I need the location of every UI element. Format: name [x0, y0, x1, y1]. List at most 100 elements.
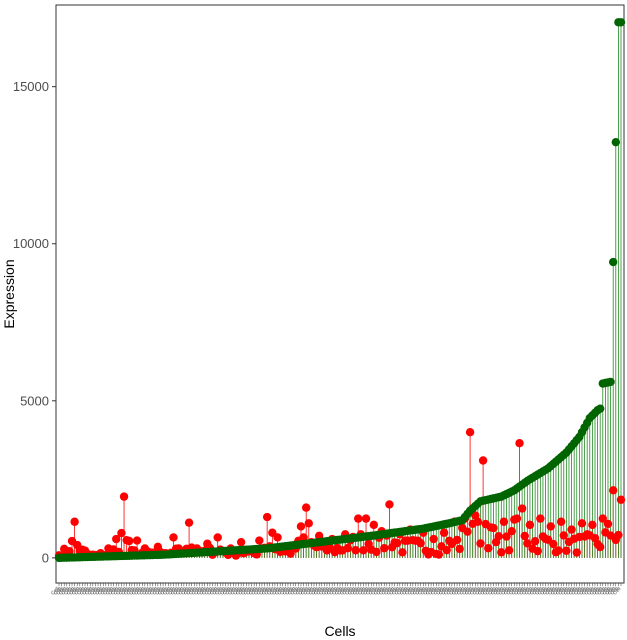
x-tick-label-66: Cell	[222, 586, 232, 596]
x-tick-label-64: Cell	[217, 586, 227, 596]
x-tick-label-135: Cell	[401, 586, 411, 596]
x-tick-label-187: Cell	[537, 586, 547, 596]
x-tick-label-14: Cell	[86, 586, 96, 596]
x-tick-label-69: Cell	[230, 586, 240, 596]
point-series-1-cell-93	[296, 522, 306, 531]
x-tick-label-91: Cell	[287, 586, 297, 596]
point-series-1-cell-173	[504, 546, 514, 555]
x-tick-label-194: Cell	[555, 586, 565, 596]
x-tick-label-57: Cell	[198, 586, 208, 596]
x-tick-label-92: Cell	[289, 586, 299, 596]
x-tick-label-113: Cell	[344, 586, 354, 596]
x-tick-label-93: Cell	[292, 586, 302, 596]
x-tick-label-185: Cell	[531, 586, 541, 596]
x-tick-label-216: Cell	[612, 586, 622, 596]
x-tick-label-131: Cell	[391, 586, 401, 596]
x-tick-label-36: Cell	[144, 586, 154, 596]
x-tick-label-169: Cell	[490, 586, 500, 596]
x-tick-label-41: Cell	[157, 586, 167, 596]
x-tick-label-213: Cell	[604, 586, 614, 596]
point-series-1-cell-171	[499, 517, 509, 526]
y-tick-label-10000: 10000	[13, 236, 49, 251]
x-tick-label-25: Cell	[115, 586, 125, 596]
point-series-1-cell-77	[255, 536, 264, 545]
x-tick-label-67: Cell	[224, 586, 234, 596]
x-tick-label-215: Cell	[609, 586, 619, 596]
point-series-1-cell-163	[478, 456, 488, 465]
point-series-1-cell-148	[439, 528, 449, 537]
point-series-1-cell-153	[452, 535, 462, 545]
x-tick-label-17: Cell	[94, 586, 104, 596]
point-series-1-cell-130	[393, 538, 402, 548]
x-tick-label-142: Cell	[420, 586, 430, 596]
x-tick-label-24: Cell	[113, 586, 123, 596]
x-tick-label-161: Cell	[469, 586, 479, 596]
x-tick-label-165: Cell	[479, 586, 489, 596]
x-tick-label-204: Cell	[581, 586, 591, 596]
x-tick-label-102: Cell	[315, 586, 325, 596]
x-tick-label-148: Cell	[435, 586, 445, 596]
point-series-1-cell-181	[525, 520, 535, 530]
x-tick-label-180: Cell	[518, 586, 528, 596]
x-tick-label-141: Cell	[417, 586, 427, 596]
x-tick-label-147: Cell	[433, 586, 443, 596]
x-tick-label-9: Cell	[73, 586, 83, 596]
point-series-1-cell-27	[125, 536, 134, 546]
x-tick-label-13: Cell	[84, 586, 94, 596]
x-tick-label-76: Cell	[248, 586, 258, 596]
x-tick-label-208: Cell	[591, 586, 601, 596]
point-series-1-cell-177	[515, 439, 524, 448]
point-series-1-cell-146	[434, 550, 444, 559]
x-tick-label-137: Cell	[407, 586, 417, 596]
x-tick-label-75: Cell	[245, 586, 255, 596]
point-series-1-cell-84	[273, 533, 282, 542]
x-tick-label-138: Cell	[409, 586, 419, 596]
x-tick-label-192: Cell	[550, 586, 560, 596]
x-tick-label-98: Cell	[305, 586, 315, 596]
x-tick-label-170: Cell	[492, 586, 502, 596]
point-series-1-cell-215	[614, 530, 623, 540]
x-tick-label-26: Cell	[118, 586, 128, 596]
x-tick-label-191: Cell	[547, 586, 557, 596]
x-tick-label-152: Cell	[446, 586, 456, 596]
x-tick-label-40: Cell	[154, 586, 164, 596]
y-tick-label-0: 0	[42, 550, 49, 565]
point-series-1-cell-96	[304, 519, 313, 528]
x-tick-label-118: Cell	[357, 586, 367, 596]
x-tick-label-22: Cell	[107, 586, 117, 596]
point-series-1-cell-95	[301, 503, 311, 512]
x-tick-label-46: Cell	[170, 586, 180, 596]
point-series-1-cell-194	[559, 531, 568, 540]
x-tick-label-112: Cell	[341, 586, 351, 596]
x-tick-label-105: Cell	[323, 586, 333, 596]
x-tick-label-107: Cell	[328, 586, 338, 596]
x-tick-label-70: Cell	[232, 586, 242, 596]
x-tick-label-53: Cell	[188, 586, 198, 596]
x-tick-label-18: Cell	[97, 586, 107, 596]
x-tick-label-51: Cell	[183, 586, 193, 596]
x-tick-label-49: Cell	[178, 586, 188, 596]
x-tick-label-151: Cell	[443, 586, 453, 596]
point-series-1-cell-169	[494, 531, 503, 541]
x-tick-label-71: Cell	[235, 586, 245, 596]
point-series-1-cell-158	[465, 428, 475, 437]
x-tick-label-55: Cell	[193, 586, 203, 596]
x-tick-label-109: Cell	[334, 586, 344, 596]
x-tick-label-210: Cell	[596, 586, 606, 596]
x-tick-label-202: Cell	[576, 586, 586, 596]
y-tick-label-5000: 5000	[20, 393, 49, 408]
x-tick-label-200: Cell	[570, 586, 580, 596]
point-series-1-cell-193	[556, 517, 566, 526]
x-tick-label-86: Cell	[274, 586, 284, 596]
x-tick-label-38: Cell	[149, 586, 159, 596]
x-tick-label-201: Cell	[573, 586, 583, 596]
x-axis-title: Cells	[324, 623, 355, 639]
x-tick-label-119: Cell	[360, 586, 370, 596]
point-series-1-cell-50	[184, 518, 194, 527]
x-tick-label-116: Cell	[352, 586, 362, 596]
point-series-1-cell-189	[546, 522, 555, 531]
x-tick-label-184: Cell	[529, 586, 539, 596]
point-series-1-cell-211	[603, 519, 613, 529]
point-series-1-cell-174	[507, 526, 516, 536]
